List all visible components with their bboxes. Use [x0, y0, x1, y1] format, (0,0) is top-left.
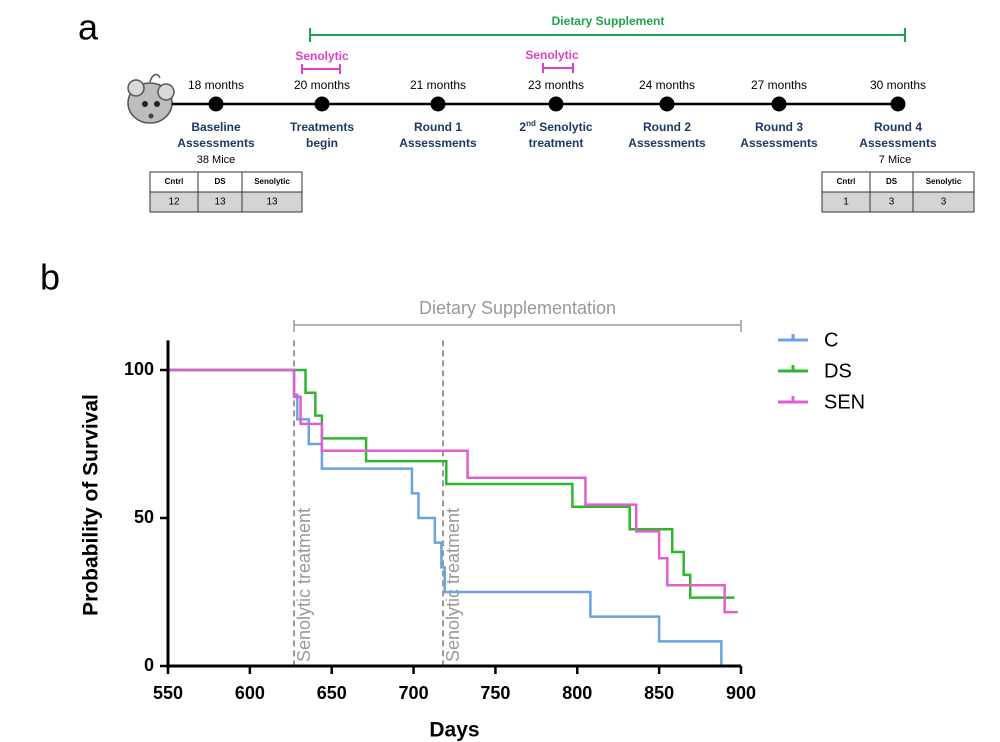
table-value: 1: [843, 197, 849, 208]
timeline-label: Treatments: [290, 120, 354, 134]
mice-count: 7 Mice: [879, 154, 911, 166]
x-tick-label: 800: [562, 683, 592, 703]
table-value: 3: [889, 197, 895, 208]
panel-label: b: [40, 257, 60, 298]
timeline-label-part: Senolytic: [536, 120, 593, 134]
timeline-label-part: Assessments: [740, 136, 818, 150]
table-value: 12: [168, 197, 180, 208]
timeline-label-part: Treatments: [290, 120, 354, 134]
timeline-point: [771, 96, 787, 112]
mice-count: 38 Mice: [197, 154, 236, 166]
timeline-label: 2nd Senolytic: [519, 119, 592, 135]
y-tick-label: 100: [124, 359, 154, 379]
annotation-label: Senolytic treatment: [443, 508, 463, 662]
timeline-point: [314, 96, 330, 112]
timeline-age: 21 months: [410, 78, 466, 92]
x-tick-label: 850: [644, 683, 674, 703]
x-tick-label: 900: [726, 683, 756, 703]
timeline-label-part: Assessments: [399, 136, 477, 150]
timeline-age: 27 months: [751, 78, 807, 92]
timeline-age: 24 months: [639, 78, 695, 92]
timeline-label: Round 4: [874, 120, 922, 134]
table-header: DS: [886, 177, 898, 186]
timeline-point: [208, 96, 224, 112]
x-tick-label: 600: [235, 683, 265, 703]
y-tick-label: 0: [144, 655, 154, 675]
timeline-age: 20 months: [294, 78, 350, 92]
x-tick-label: 650: [317, 683, 347, 703]
timeline-label-part: Assessments: [859, 136, 937, 150]
mouse-icon: [127, 73, 175, 124]
timeline-label: Round 3: [755, 120, 803, 134]
x-tick-label: 700: [399, 683, 429, 703]
bracket-label: Dietary Supplementation: [419, 298, 616, 318]
timeline-label: treatment: [529, 136, 584, 150]
table-header: Senolytic: [926, 177, 962, 186]
x-tick-label: 550: [153, 683, 183, 703]
timeline-label: Baseline: [191, 120, 241, 134]
y-tick-label: 50: [134, 507, 154, 527]
timeline-point: [890, 96, 906, 112]
survival-line: [168, 368, 723, 666]
timeline-label: Round 2: [643, 120, 691, 134]
survival-line: [168, 368, 738, 614]
table-cell: [912, 191, 975, 213]
table-header: Cntrl: [837, 177, 856, 186]
timeline-point: [659, 96, 675, 112]
timeline-label-part: Round 2: [643, 120, 691, 134]
timeline-label-part: Round 4: [874, 120, 922, 134]
timeline-label-part: 2: [519, 120, 526, 134]
supplement-label: Dietary Supplement: [552, 14, 665, 28]
timeline-label: begin: [306, 136, 338, 150]
table-header: DS: [214, 177, 226, 186]
x-tick-label: 750: [480, 683, 510, 703]
table-header: Cntrl: [165, 177, 184, 186]
x-axis-label: Days: [429, 719, 479, 742]
table-cell: [241, 191, 303, 213]
timeline-label-part: treatment: [529, 136, 584, 150]
legend-label: DS: [824, 360, 852, 382]
survival-line: [168, 368, 735, 599]
table-header: Senolytic: [254, 177, 290, 186]
timeline-label: Assessments: [177, 136, 255, 150]
timeline-label-part: Round 1: [414, 120, 462, 134]
legend-label: C: [824, 329, 838, 351]
timeline-label: Assessments: [859, 136, 937, 150]
senolytic-label: Senolytic: [295, 49, 349, 63]
timeline-label-part: nd: [526, 119, 536, 128]
timeline-label-part: begin: [306, 136, 338, 150]
timeline-label: Assessments: [740, 136, 818, 150]
timeline-age: 18 months: [188, 78, 244, 92]
legend-label: SEN: [824, 391, 865, 413]
timeline-age: 23 months: [528, 78, 584, 92]
timeline-label: Assessments: [399, 136, 477, 150]
timeline-point: [430, 96, 446, 112]
timeline-label: Assessments: [628, 136, 706, 150]
timeline-point: [548, 96, 564, 112]
timeline-label: Round 1: [414, 120, 462, 134]
y-axis-label: Probability of Survival: [80, 394, 103, 616]
timeline-label-part: Assessments: [177, 136, 255, 150]
table-value: 13: [214, 197, 226, 208]
panel-label: a: [78, 7, 99, 48]
annotation-label: Senolytic treatment: [294, 508, 314, 662]
table-value: 13: [266, 197, 278, 208]
timeline-label-part: Round 3: [755, 120, 803, 134]
timeline-label-part: Baseline: [191, 120, 241, 134]
timeline-label-part: Assessments: [628, 136, 706, 150]
table-value: 3: [941, 197, 947, 208]
senolytic-label: Senolytic: [525, 48, 579, 62]
timeline-age: 30 months: [870, 78, 926, 92]
